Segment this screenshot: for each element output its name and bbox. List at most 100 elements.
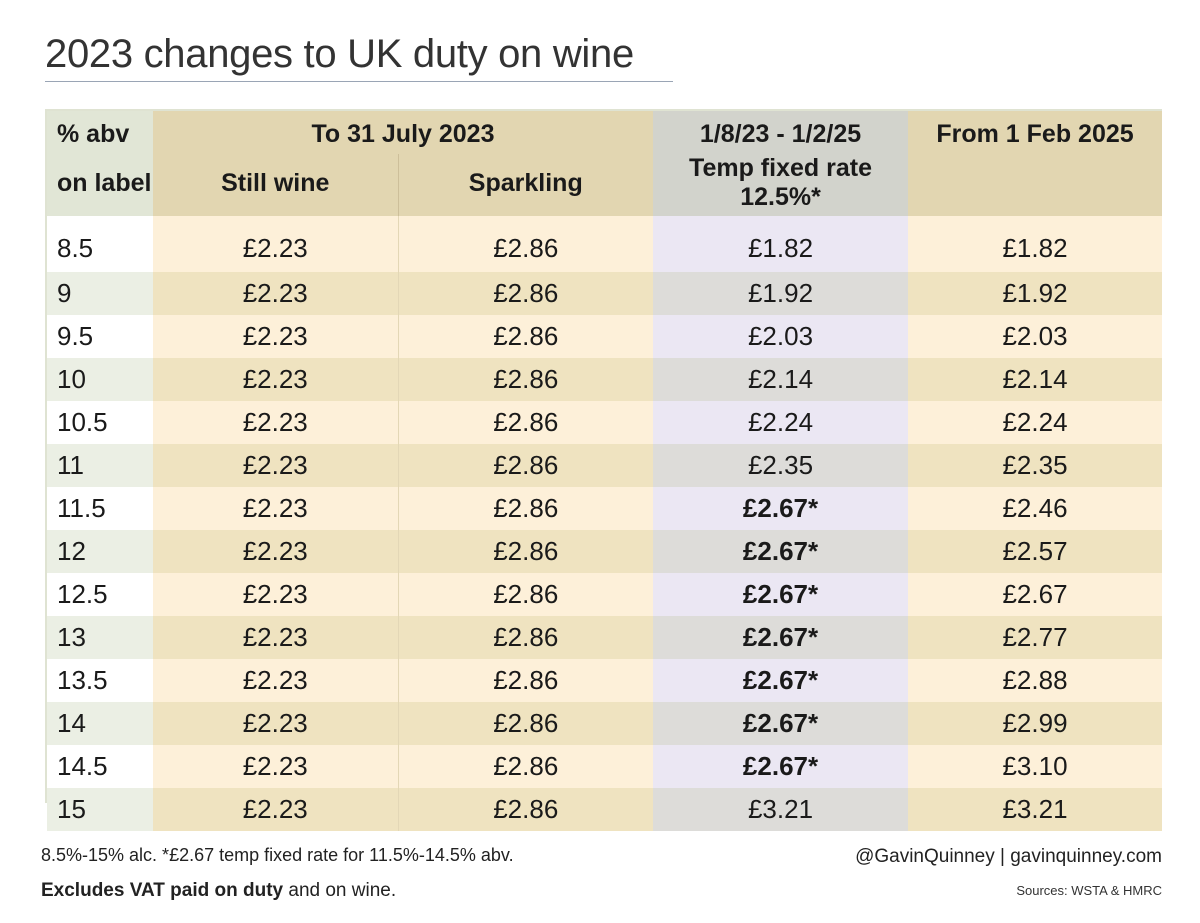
cell-sparkling: £2.86 [397,216,654,272]
cell-temp-rate: £2.14 [653,358,909,401]
cell-sparkling: £2.86 [397,315,654,358]
header-temp-fixed-rate: Temp fixed rate 12.5%* [653,154,909,216]
footnote-abv-range: 8.5%-15% alc. *£2.67 temp fixed rate for… [41,845,514,865]
page-title: 2023 changes to UK duty on wine [45,32,634,76]
cell-sparkling: £2.86 [397,788,654,831]
cell-abv: 10 [47,358,153,401]
cell-temp-rate: £2.24 [653,401,909,444]
cell-sparkling: £2.86 [397,487,654,530]
cell-abv: 8.5 [47,216,153,272]
cell-temp-rate: £2.67* [653,616,909,659]
cell-still-wine: £2.23 [153,788,398,831]
cell-temp-rate: £2.35 [653,444,909,487]
table-row: 9 £2.23 £2.86 £1.92 £1.92 [47,272,1163,315]
header-abv-line1: % abv [47,111,153,154]
cell-from-2025: £1.82 [908,216,1163,272]
cell-from-2025: £1.92 [908,272,1163,315]
table-row: 15 £2.23 £2.86 £3.21 £3.21 [47,788,1163,831]
duty-table: % abv To 31 July 2023 1/8/23 - 1/2/25 Fr… [47,111,1163,831]
cell-temp-rate: £1.82 [653,216,909,272]
cell-from-2025: £2.24 [908,401,1163,444]
cell-from-2025: £2.03 [908,315,1163,358]
table-row: 12 £2.23 £2.86 £2.67* £2.57 [47,530,1163,573]
cell-abv: 10.5 [47,401,153,444]
cell-sparkling: £2.86 [397,358,654,401]
cell-still-wine: £2.23 [153,444,398,487]
cell-still-wine: £2.23 [153,745,398,788]
cell-from-2025: £2.57 [908,530,1163,573]
table-row: 13 £2.23 £2.86 £2.67* £2.77 [47,616,1163,659]
footnote-vat-rest: and on wine. [283,880,397,901]
cell-temp-rate: £2.67* [653,487,909,530]
table-row: 14.5 £2.23 £2.86 £2.67* £3.10 [47,745,1163,788]
cell-still-wine: £2.23 [153,659,398,702]
cell-from-2025: £2.14 [908,358,1163,401]
table-row: 10 £2.23 £2.86 £2.14 £2.14 [47,358,1163,401]
table-row: 8.5 £2.23 £2.86 £1.82 £1.82 [47,216,1163,272]
cell-still-wine: £2.23 [153,487,398,530]
table-row: 12.5 £2.23 £2.86 £2.67* £2.67 [47,573,1163,616]
table-body: 8.5 £2.23 £2.86 £1.82 £1.82 9 £2.23 £2.86 £1.92 £… [47,216,1163,831]
table-row: 9.5 £2.23 £2.86 £2.03 £2.03 [47,315,1163,358]
cell-abv: 9 [47,272,153,315]
cell-still-wine: £2.23 [153,315,398,358]
cell-abv: 9.5 [47,315,153,358]
cell-abv: 13.5 [47,659,153,702]
header-temp-period: 1/8/23 - 1/2/25 [653,111,909,154]
cell-abv: 14.5 [47,745,153,788]
header-from-feb-2025-blank [908,154,1163,216]
cell-temp-rate: £2.67* [653,659,909,702]
cell-still-wine: £2.23 [153,401,398,444]
cell-abv: 13 [47,616,153,659]
cell-still-wine: £2.23 [153,702,398,745]
footnote-vat-bold: Excludes VAT paid on duty [41,880,284,901]
cell-from-2025: £2.35 [908,444,1163,487]
cell-temp-rate: £2.67* [653,702,909,745]
cell-temp-rate: £1.92 [653,272,909,315]
cell-temp-rate: £2.67* [653,573,909,616]
cell-temp-rate: £2.67* [653,530,909,573]
cell-temp-rate: £2.67* [653,745,909,788]
cell-temp-rate: £2.03 [653,315,909,358]
cell-sparkling: £2.86 [397,616,654,659]
cell-from-2025: £2.88 [908,659,1163,702]
cell-sparkling: £2.86 [397,659,654,702]
cell-abv: 11.5 [47,487,153,530]
table-row: 14 £2.23 £2.86 £2.67* £2.99 [47,702,1163,745]
cell-still-wine: £2.23 [153,616,398,659]
cell-sparkling: £2.86 [397,272,654,315]
cell-sparkling: £2.86 [397,401,654,444]
title-underline [45,81,673,82]
cell-abv: 12 [47,530,153,573]
cell-abv: 14 [47,702,153,745]
cell-sparkling: £2.86 [397,573,654,616]
header-group-to-july-2023: To 31 July 2023 [153,111,654,154]
cell-from-2025: £3.21 [908,788,1163,831]
table-row: 11 £2.23 £2.86 £2.35 £2.35 [47,444,1163,487]
header-abv-line2: on label [47,154,153,216]
header-sparkling: Sparkling [397,154,654,216]
cell-from-2025: £2.67 [908,573,1163,616]
cell-still-wine: £2.23 [153,272,398,315]
cell-from-2025: £3.10 [908,745,1163,788]
cell-from-2025: £2.77 [908,616,1163,659]
sources-note: Sources: WSTA & HMRC [1016,883,1162,898]
cell-abv: 15 [47,788,153,831]
cell-from-2025: £2.46 [908,487,1163,530]
cell-sparkling: £2.86 [397,702,654,745]
cell-still-wine: £2.23 [153,358,398,401]
table-row: 11.5 £2.23 £2.86 £2.67* £2.46 [47,487,1163,530]
cell-sparkling: £2.86 [397,745,654,788]
table-row: 10.5 £2.23 £2.86 £2.24 £2.24 [47,401,1163,444]
table-row: 13.5 £2.23 £2.86 £2.67* £2.88 [47,659,1163,702]
table-header: % abv To 31 July 2023 1/8/23 - 1/2/25 Fr… [47,111,1163,216]
cell-sparkling: £2.86 [397,530,654,573]
cell-from-2025: £2.99 [908,702,1163,745]
cell-still-wine: £2.23 [153,573,398,616]
duty-table-container: % abv To 31 July 2023 1/8/23 - 1/2/25 Fr… [45,109,1163,831]
cell-temp-rate: £3.21 [653,788,909,831]
header-still-wine: Still wine [153,154,398,216]
footnote-vat: Excludes VAT paid on duty and on wine. [41,880,396,902]
cell-sparkling: £2.86 [397,444,654,487]
header-from-feb-2025: From 1 Feb 2025 [908,111,1163,154]
